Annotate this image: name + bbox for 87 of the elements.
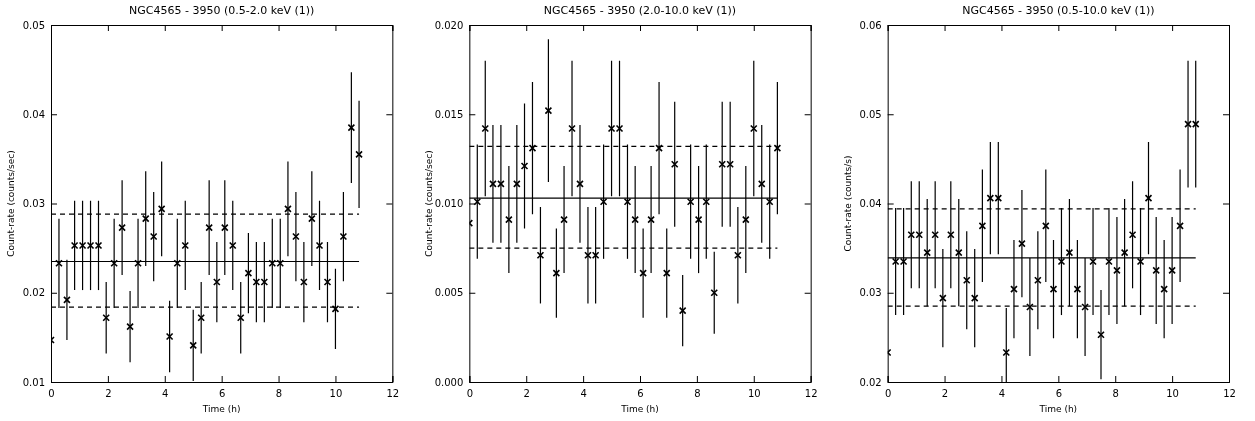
x-axis-title: Time (h)	[620, 404, 659, 414]
point	[686, 197, 695, 206]
x-tick-label: 2	[941, 388, 949, 400]
y-tick-label: 0.01	[22, 376, 45, 388]
x-tick-label: 10	[1166, 388, 1179, 400]
point	[702, 197, 711, 206]
point	[734, 251, 742, 260]
point	[544, 106, 553, 115]
y-tick-label: 0.02	[22, 287, 45, 299]
x-axis-title: Time (h)	[201, 404, 241, 414]
y-tick-label: 0.04	[22, 108, 45, 120]
point	[670, 160, 679, 169]
chart-title: NGC4565 - 3950 (0.5-2.0 keV (1))	[129, 4, 315, 17]
point	[931, 230, 939, 239]
x-tick-label: 4	[580, 388, 587, 400]
y-tick-label: 0.005	[434, 287, 464, 299]
point	[1176, 222, 1184, 230]
point	[1042, 222, 1050, 230]
x-axis-title: Time (h)	[1038, 404, 1078, 414]
x-tick-label: 12	[1223, 388, 1236, 400]
point	[655, 144, 663, 152]
point	[694, 215, 703, 224]
y-axis-title: Count-rate (counts/s)	[842, 155, 853, 252]
point	[939, 294, 947, 302]
chart-title: NGC4565 - 3950 (0.5-10.0 keV (1))	[962, 4, 1155, 17]
point	[710, 288, 719, 297]
point	[1065, 248, 1074, 257]
point	[165, 332, 174, 341]
x-tick-label: 8	[275, 388, 283, 400]
y-tick-label: 0.000	[434, 376, 464, 388]
point	[63, 296, 71, 304]
y-tick-label: 0.04	[859, 198, 882, 210]
point	[1136, 257, 1145, 266]
point	[339, 232, 348, 241]
point	[1120, 248, 1129, 257]
point	[315, 241, 324, 250]
y-tick-label: 0.03	[22, 198, 45, 210]
x-tick-label: 6	[637, 388, 644, 400]
point	[1026, 303, 1034, 311]
x-tick-label: 10	[747, 388, 761, 400]
point	[513, 180, 521, 188]
chart-title: NGC4565 - 3950 (2.0-10.0 keV (1))	[543, 4, 737, 17]
x-tick-label: 4	[162, 388, 169, 400]
point	[102, 313, 110, 322]
point	[639, 269, 647, 277]
x-tick-label: 6	[1055, 388, 1063, 400]
x-tick-label: 8	[694, 388, 701, 400]
y-tick-label: 0.020	[434, 19, 464, 31]
point	[576, 180, 584, 188]
point	[599, 197, 608, 206]
point	[962, 276, 971, 285]
point	[236, 313, 245, 322]
point	[765, 197, 774, 206]
x-tick-label: 0	[466, 388, 474, 400]
point	[947, 230, 955, 239]
point	[1034, 276, 1042, 285]
point	[197, 313, 205, 322]
x-tick-label: 0	[884, 388, 892, 400]
point	[1057, 257, 1066, 266]
x-tick-label: 6	[218, 388, 226, 400]
x-tick-label: 2	[523, 388, 530, 400]
point	[757, 180, 766, 188]
point	[141, 214, 150, 223]
point	[347, 123, 356, 132]
x-tick-label: 0	[48, 388, 55, 400]
point	[1160, 285, 1168, 293]
y-tick-label: 0.06	[859, 19, 882, 31]
y-tick-label: 0.05	[22, 19, 45, 31]
point	[1081, 303, 1089, 311]
x-tick-label: 12	[804, 388, 818, 400]
point	[300, 278, 308, 286]
point	[284, 205, 292, 213]
y-tick-label: 0.02	[859, 376, 882, 388]
x-tick-label: 4	[998, 388, 1006, 400]
y-tick-label: 0.03	[859, 287, 882, 299]
point	[678, 306, 687, 315]
y-axis-title: Count-rate (counts/sec)	[6, 150, 16, 257]
y-axis-title: Count-rate (counts/sec)	[424, 150, 435, 257]
x-tick-label: 2	[105, 388, 112, 400]
y-tick-label: 0.010	[434, 198, 464, 210]
x-tick-label: 8	[1112, 388, 1119, 400]
point	[473, 197, 482, 206]
x-tick-label: 10	[329, 388, 343, 400]
point	[173, 259, 182, 268]
y-tick-label: 0.015	[434, 108, 464, 120]
x-tick-label: 12	[386, 388, 400, 400]
y-tick-label: 0.05	[859, 108, 882, 120]
